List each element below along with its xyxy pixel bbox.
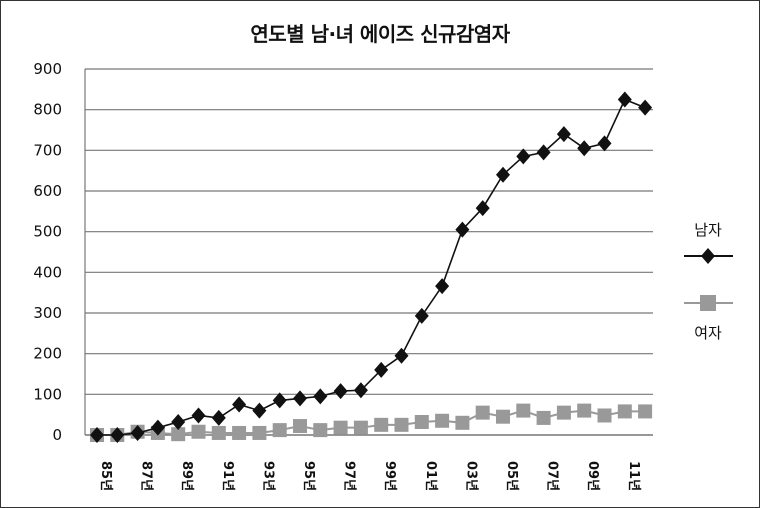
y-tick-label: 200 [33,345,62,363]
data-point [374,361,389,378]
data-point [293,390,307,407]
data-point [313,388,328,405]
data-point [90,427,104,443]
data-point [556,405,571,420]
x-tick-label: 85년 [98,461,113,491]
legend-marker-male [701,248,715,264]
data-point [211,409,226,426]
data-point [414,307,429,324]
x-tick-label: 87년 [139,461,154,491]
y-axis-ticks: 0 100 200 300 400 500 600 700 800 900 [33,60,62,444]
data-point [293,419,307,434]
y-tick-label: 300 [33,304,62,322]
y-tick-label: 900 [33,60,62,78]
x-tick-label: 91년 [220,461,235,491]
data-point [252,402,267,419]
data-point [191,407,206,424]
data-point [374,417,389,432]
data-point [110,427,125,443]
data-point [435,413,450,428]
x-tick-label: 89년 [179,461,194,491]
data-point [394,347,409,364]
x-tick-label: 09년 [585,461,600,491]
data-point [435,278,450,295]
series-male [90,91,653,443]
data-point [516,148,531,165]
data-point [638,404,653,419]
data-point [232,396,247,413]
data-point [475,405,490,420]
series-line [97,98,646,436]
data-point [496,409,510,424]
y-tick-label: 600 [33,182,62,200]
data-point [617,404,632,419]
x-tick-label: 95년 [301,461,316,491]
x-tick-label: 97년 [342,461,357,491]
y-tick-label: 0 [52,426,62,444]
data-point [597,408,612,423]
data-point [455,415,470,430]
data-point [496,166,510,183]
data-point [394,417,409,432]
data-point [150,419,165,436]
data-point [577,403,592,418]
chart-title: 연도별 남·녀 에이즈 신규감염자 [250,22,510,46]
legend-marker-female [700,295,716,311]
data-point [171,413,186,430]
data-point [353,382,368,399]
data-point [171,427,186,442]
data-point [272,392,287,409]
grid [84,68,653,436]
series-layer [90,91,653,443]
y-tick-label: 400 [33,263,62,281]
data-point [191,424,206,439]
data-point [638,99,653,116]
x-tick-label: 05년 [504,461,519,491]
data-point [333,420,348,435]
data-point [516,403,531,418]
data-point [272,423,287,438]
x-tick-label: 03년 [463,461,478,491]
x-axis-ticks: 85년 87년 89년 91년 93년 95년 97년 99년 01년 03년 05년 07년 09년 1… [98,461,641,491]
data-point [353,420,368,435]
x-tick-label: 01년 [423,461,438,491]
data-point [536,410,551,425]
y-tick-label: 800 [33,101,62,119]
x-tick-label: 93년 [260,461,275,491]
data-point [333,383,348,400]
legend-label-female: 여자 [694,324,722,342]
data-point [455,221,470,238]
data-point [232,425,247,440]
data-point [414,414,429,429]
data-point [211,425,226,440]
y-tick-label: 500 [33,223,62,241]
legend-label-male: 남자 [694,221,722,239]
series-line [97,409,646,436]
y-tick-label: 700 [33,141,62,159]
x-tick-label: 07년 [545,461,560,491]
data-point [597,135,612,152]
data-point [577,140,592,157]
data-point [475,200,490,217]
data-point [536,144,551,161]
x-tick-label: 11년 [626,461,641,491]
x-tick-label: 99년 [382,461,397,491]
data-point [617,91,632,108]
y-tick-label: 100 [33,385,62,403]
data-point [252,425,267,440]
data-point [313,423,328,438]
data-point [130,424,145,441]
data-point [556,126,571,143]
